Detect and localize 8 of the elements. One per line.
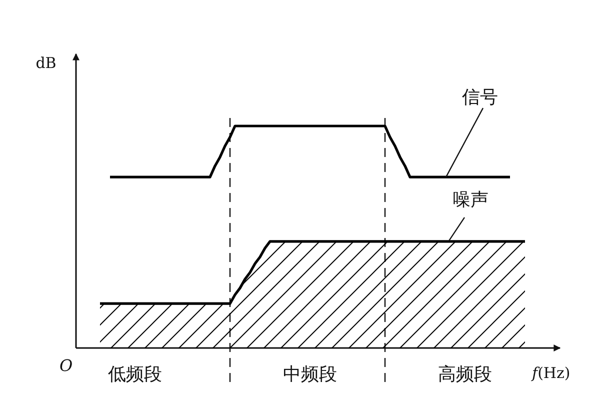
- x-tick-label: 低频段: [108, 364, 162, 385]
- x-axis-title: f(Hz): [531, 364, 570, 382]
- x-tick-label: 中频段: [283, 364, 337, 385]
- series-label: 噪声: [452, 189, 488, 210]
- text: 信号: [462, 87, 498, 108]
- y-axis-title: dB: [36, 54, 56, 72]
- text: O: [59, 356, 73, 375]
- x-tick-label: 高频段: [438, 364, 492, 385]
